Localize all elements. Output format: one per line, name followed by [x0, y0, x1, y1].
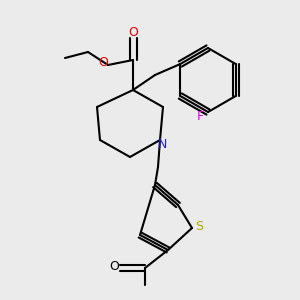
Text: N: N: [157, 137, 167, 151]
Text: O: O: [109, 260, 119, 272]
Text: O: O: [128, 26, 138, 38]
Text: F: F: [196, 110, 204, 124]
Text: S: S: [195, 220, 203, 232]
Text: O: O: [98, 56, 108, 70]
